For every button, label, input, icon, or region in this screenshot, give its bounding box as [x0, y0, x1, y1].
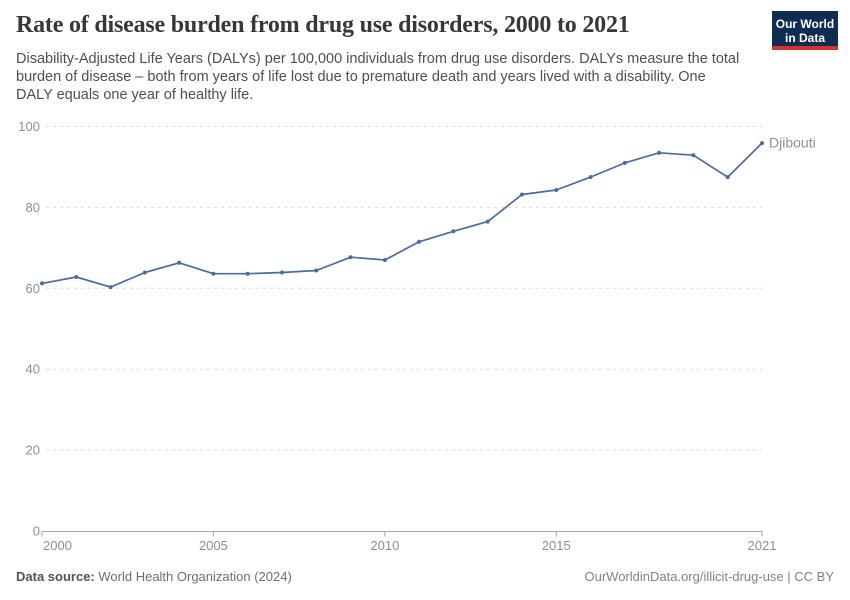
owid-logo-line1: Our World [775, 17, 835, 31]
data-point-2009[interactable] [348, 255, 353, 260]
series-end-label[interactable]: Djibouti [769, 135, 816, 151]
chart-title: Rate of disease burden from drug use dis… [16, 12, 630, 38]
data-source-label: Data source: [16, 569, 95, 584]
x-tick-label-2010: 2010 [370, 538, 399, 553]
data-point-2012[interactable] [451, 229, 456, 234]
data-source: Data source: World Health Organization (… [16, 569, 292, 584]
owid-logo-text: Our World in Data [772, 11, 838, 45]
data-point-2002[interactable] [108, 285, 113, 290]
x-tick-label-2000: 2000 [43, 538, 72, 553]
y-tick-label-40: 40 [26, 362, 40, 377]
attribution-link[interactable]: OurWorldinData.org/illicit-drug-use | CC… [584, 569, 835, 584]
data-point-2014[interactable] [520, 192, 524, 197]
data-point-2007[interactable] [280, 270, 284, 275]
data-source-value: World Health Organization (2024) [98, 569, 292, 584]
owid-logo[interactable]: Our World in Data [772, 11, 838, 50]
data-point-2008[interactable] [314, 268, 319, 273]
chart-subtitle: Disability-Adjusted Life Years (DALYs) p… [16, 51, 740, 103]
data-point-2016[interactable] [588, 175, 593, 180]
series-line-djibouti[interactable] [41, 142, 763, 288]
owid-logo-line2: in Data [784, 31, 825, 45]
x-axis: 2000 2005 2010 2015 2021 [41, 531, 777, 553]
y-tick-label-80: 80 [26, 200, 40, 215]
data-point-2019[interactable] [691, 153, 696, 158]
data-point-2006[interactable] [245, 271, 250, 276]
data-point-2021[interactable] [760, 141, 764, 146]
series-djibouti[interactable] [40, 141, 764, 290]
gridlines [46, 126, 762, 451]
data-point-2017[interactable] [622, 160, 627, 165]
data-point-2004[interactable] [177, 260, 182, 265]
data-point-2020[interactable] [725, 175, 730, 180]
y-tick-label-20: 20 [26, 443, 40, 458]
data-point-2011[interactable] [417, 239, 422, 244]
x-tick-label-2021: 2021 [748, 538, 777, 553]
x-tick-label-2005: 2005 [199, 538, 228, 553]
chart-footer: Data source: World Health Organization (… [16, 569, 834, 584]
y-tick-label-60: 60 [26, 281, 40, 296]
x-tick-label-2015: 2015 [542, 538, 571, 553]
y-tick-label-0: 0 [33, 524, 40, 539]
data-point-2013[interactable] [485, 219, 490, 224]
data-point-2018[interactable] [657, 150, 662, 155]
data-point-2005[interactable] [211, 271, 216, 276]
data-point-2003[interactable] [142, 270, 147, 275]
data-point-2001[interactable] [74, 275, 79, 279]
data-point-2015[interactable] [554, 188, 559, 192]
y-axis-labels: 0 20 40 60 80 100 [18, 119, 40, 539]
data-point-2000[interactable] [40, 281, 44, 286]
y-tick-label-100: 100 [18, 119, 40, 134]
data-point-2010[interactable] [382, 258, 387, 262]
owid-logo-stripe [772, 46, 838, 50]
